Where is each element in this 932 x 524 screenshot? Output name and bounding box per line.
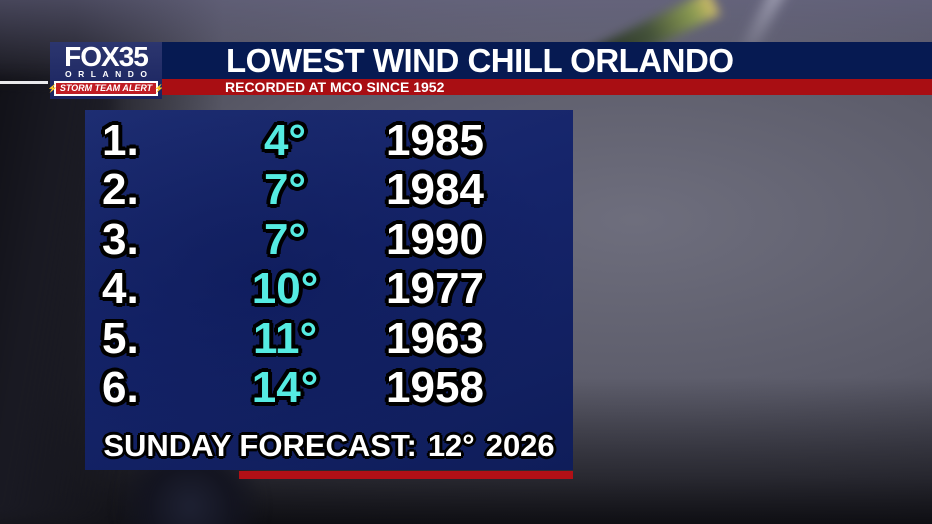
rank-cell: 3. [102, 214, 139, 264]
rank-cell: 6. [102, 363, 139, 413]
page-subtitle: RECORDED AT MCO SINCE 1952 [225, 79, 445, 95]
temp-cell: 11° [252, 313, 318, 363]
station-market: ORLANDO [65, 69, 154, 79]
forecast-label: SUNDAY FORECAST: [103, 427, 417, 463]
temp-cell: 10° [251, 264, 319, 314]
station-name-fox: FOX [64, 41, 120, 72]
temp-cell: 7° [263, 214, 307, 264]
subtitle-banner: RECORDED AT MCO SINCE 1952 [162, 79, 932, 95]
forecast-row: SUNDAY FORECAST: 12° 2026 [85, 423, 573, 467]
forecast-year: 2026 [485, 427, 555, 463]
rank-cell: 1. [102, 115, 139, 165]
wind-chill-table: 1. 4° 1985 2. 7° 1984 3. 7° 1990 4. 10° … [85, 110, 573, 470]
temp-cell: 7° [263, 165, 307, 215]
year-cell: 1958 [386, 363, 484, 413]
table-row: 6. 14° 1958 [85, 364, 573, 414]
lightning-bolt-icon: ⚡ [154, 84, 165, 93]
table-row: 3. 7° 1990 [85, 215, 573, 265]
title-banner: LOWEST WIND CHILL ORLANDO [162, 42, 932, 79]
page-title: LOWEST WIND CHILL ORLANDO [226, 41, 734, 79]
table-row: 2. 7° 1984 [85, 166, 573, 216]
year-cell: 1977 [386, 264, 484, 314]
table-row: 1. 4° 1985 [85, 116, 573, 166]
rank-cell: 5. [102, 313, 139, 363]
rank-cell: 4. [102, 264, 139, 314]
station-logo: FOX35 ORLANDO ⚡ STORM TEAM ALERT ⚡ [48, 41, 164, 99]
storm-team-alert-badge: ⚡ STORM TEAM ALERT ⚡ [48, 81, 164, 96]
year-cell: 1985 [386, 115, 484, 165]
year-cell: 1984 [386, 165, 484, 215]
year-cell: 1990 [386, 214, 484, 264]
station-name: FOX35 [64, 41, 149, 72]
lightning-bolt-icon: ⚡ [47, 84, 58, 93]
storm-team-alert-label: STORM TEAM ALERT [59, 83, 153, 93]
forecast-temp: 12° [427, 427, 475, 463]
table-row: 5. 11° 1963 [85, 314, 573, 364]
red-accent-bar [239, 471, 573, 479]
rank-cell: 2. [102, 165, 139, 215]
temp-cell: 4° [263, 115, 307, 165]
year-cell: 1963 [386, 313, 484, 363]
temp-cell: 14° [251, 363, 319, 413]
decorative-line [0, 81, 48, 84]
table-row: 4. 10° 1977 [85, 265, 573, 315]
station-name-number: 35 [118, 41, 149, 72]
